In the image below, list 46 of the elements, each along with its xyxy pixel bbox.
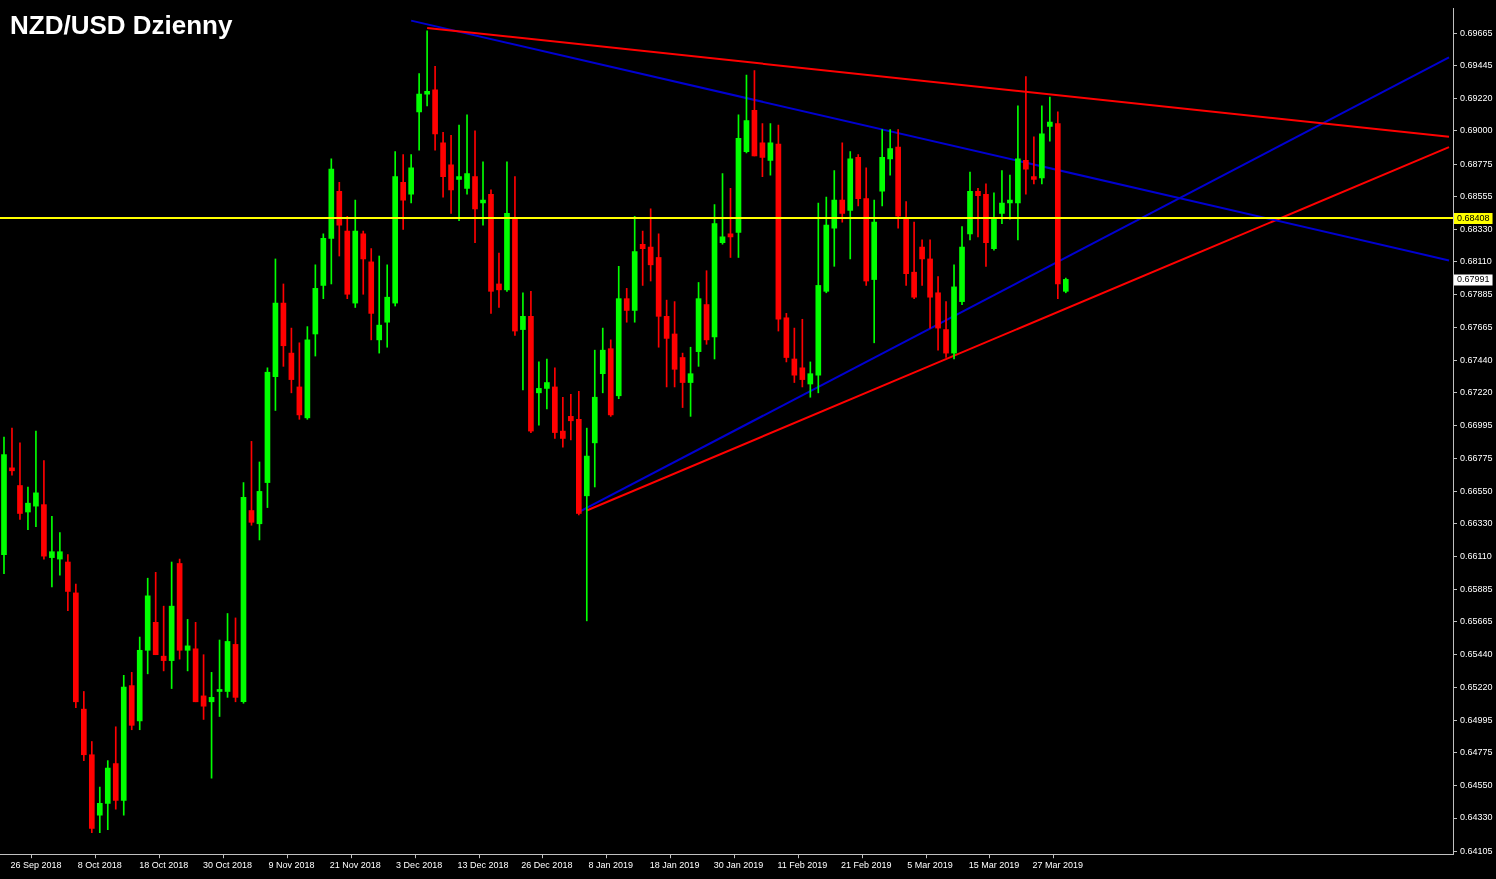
y-tick-label: 0.64105 [1460,845,1493,856]
x-tick-label: 15 Mar 2019 [968,860,1020,871]
x-tick-label: 5 Mar 2019 [907,860,953,871]
x-tick-label: 9 Nov 2018 [268,860,315,871]
x-tick-label: 26 Sep 2018 [10,860,62,871]
y-tick-label: 0.68555 [1460,190,1493,201]
y-tick-label: 0.65665 [1460,616,1493,627]
y-tick-label: 0.64775 [1460,747,1493,758]
y-tick-label: 0.69445 [1460,59,1493,70]
y-tick-label: 0.65885 [1460,583,1493,594]
x-tick-label: 21 Nov 2018 [329,860,381,871]
y-tick-label: 0.67440 [1460,354,1493,365]
y-tick-label: 0.69000 [1460,125,1493,136]
y-tick-label: 0.69665 [1460,27,1493,38]
y-tick-label: 0.64995 [1460,714,1493,725]
y-tick-label: 0.69220 [1460,93,1493,104]
x-tick-label: 18 Jan 2019 [649,860,700,871]
y-tick-label: 0.68330 [1460,224,1493,235]
x-tick-label: 18 Oct 2018 [139,860,189,871]
y-tick-label: 0.68110 [1460,256,1492,267]
y-tick-label: 0.64330 [1460,812,1493,823]
x-tick-label: 8 Jan 2019 [588,860,634,871]
x-tick-label: 27 Mar 2019 [1032,860,1084,871]
y-tick-label: 0.67665 [1460,321,1493,332]
ref-line-label: 0.68408 [1457,213,1490,224]
y-tick-label: 0.68775 [1460,158,1493,169]
y-tick-label: 0.67885 [1460,289,1493,300]
x-tick-label: 13 Dec 2018 [457,860,509,871]
y-tick-label: 0.66330 [1460,518,1493,529]
x-tick-label: 30 Jan 2019 [713,860,764,871]
x-tick-label: 8 Oct 2018 [77,860,122,871]
y-tick-label: 0.65440 [1460,649,1493,660]
x-tick-label: 21 Feb 2019 [840,860,892,871]
x-tick-label: 11 Feb 2019 [777,860,828,871]
x-tick-label: 3 Dec 2018 [396,860,443,871]
y-tick-label: 0.66550 [1460,485,1493,496]
x-tick-label: 26 Dec 2018 [521,860,573,871]
chart-title: NZD/USD Dzienny [10,10,233,41]
y-tick-label: 0.66775 [1460,452,1493,463]
y-tick-label: 0.66995 [1460,420,1493,431]
text: 0.67991 [1457,274,1490,285]
y-tick-label: 0.65220 [1460,681,1493,692]
x-tick-label: 30 Oct 2018 [203,860,253,871]
y-tick-label: 0.66110 [1460,550,1492,561]
y-tick-label: 0.64550 [1460,780,1493,791]
y-tick-label: 0.67220 [1460,387,1493,398]
